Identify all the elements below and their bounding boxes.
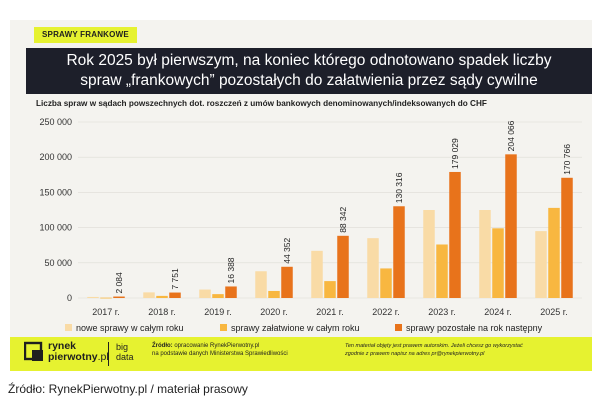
logo-line-2: pierwotny xyxy=(48,351,98,363)
data-label: 130 316 xyxy=(394,172,404,203)
x-tick-label: 2018 r. xyxy=(148,307,176,317)
data-label: 204 066 xyxy=(506,120,516,151)
x-tick-label: 2024 r. xyxy=(484,307,512,317)
x-tick-label: 2021 r. xyxy=(316,307,344,317)
bar-chart: 0 50 000 100 000 150 000 200 000 250 000 2 084… xyxy=(39,117,582,333)
y-tick-label: 0 xyxy=(67,293,72,303)
bar-remaining xyxy=(337,235,349,298)
legend-label: nowe sprawy w całym roku xyxy=(76,323,184,333)
bar-new xyxy=(535,231,547,298)
data-label: 7 751 xyxy=(170,268,180,290)
x-tick-label: 2020 r. xyxy=(260,307,288,317)
bar-remaining xyxy=(393,206,405,298)
bar-remaining xyxy=(169,292,181,298)
footer-bar xyxy=(10,337,592,371)
category-tag: SPRAWY FRANKOWE xyxy=(34,27,137,43)
bar-remaining xyxy=(505,154,517,298)
chart-title: Liczba spraw w sądach powszechnych dot. … xyxy=(36,99,487,108)
bar-remaining xyxy=(561,177,573,298)
legend-label: sprawy pozostałe na rok następny xyxy=(406,323,543,333)
bar-new xyxy=(423,210,435,298)
data-label: 170 766 xyxy=(562,144,572,175)
bar-done xyxy=(380,268,392,298)
legend-swatch xyxy=(395,324,402,331)
copyright-note-2: zgodnie z prawem napisz na adres pr@ryne… xyxy=(345,351,485,357)
data-label: 16 388 xyxy=(226,257,236,283)
source-line-2: na podstawie danych Ministerstwa Sprawie… xyxy=(152,351,288,357)
data-label: 2 084 xyxy=(114,272,124,294)
y-tick-label: 200 000 xyxy=(39,152,72,162)
footer-divider xyxy=(108,342,109,366)
bar-new xyxy=(311,250,323,298)
y-tick-label: 50 000 xyxy=(44,258,72,268)
legend-swatch xyxy=(65,324,72,331)
image-caption: Źródło: RynekPierwotny.pl / materiał pra… xyxy=(8,382,248,396)
bar-done xyxy=(100,297,112,299)
bigdata-label-1: big xyxy=(116,342,129,352)
bar-remaining xyxy=(225,286,237,298)
bar-new xyxy=(479,210,491,298)
bar-remaining xyxy=(113,296,125,298)
x-tick-label: 2017 r. xyxy=(92,307,120,317)
bar-new xyxy=(87,296,99,298)
x-tick-label: 2023 r. xyxy=(428,307,456,317)
data-label: 88 342 xyxy=(338,207,348,233)
headline-line-1: Rok 2025 był pierwszym, na koniec któreg… xyxy=(66,52,552,69)
bar-done xyxy=(324,281,336,298)
bar-remaining xyxy=(281,266,293,298)
headline-line-2: spraw „frankowych” pozostałych do załatw… xyxy=(80,72,538,89)
copyright-note-1: Ten materiał objęty jest prawem autorski… xyxy=(345,343,523,349)
data-label: 44 352 xyxy=(282,238,292,264)
bar-new xyxy=(199,289,211,298)
y-tick-label: 150 000 xyxy=(39,187,72,197)
x-tick-label: 2022 r. xyxy=(372,307,400,317)
y-tick-label: 250 000 xyxy=(39,117,72,127)
x-tick-label: 2025 r. xyxy=(540,307,568,317)
logo-line-1: rynek xyxy=(48,340,77,352)
bar-done xyxy=(436,244,448,298)
legend-label: sprawy załatwione w całym roku xyxy=(231,323,360,333)
headline: Rok 2025 był pierwszym, na koniec któreg… xyxy=(26,48,592,94)
bigdata-label-2: data xyxy=(116,352,134,362)
bar-new xyxy=(367,238,379,298)
bar-new xyxy=(255,271,267,298)
source-label: Źródło: xyxy=(152,343,173,349)
x-tick-label: 2019 r. xyxy=(204,307,232,317)
bar-new xyxy=(143,292,155,298)
legend-swatch xyxy=(220,324,227,331)
bar-done xyxy=(212,294,224,298)
logo-mark-icon xyxy=(24,341,43,361)
bar-done xyxy=(492,228,504,298)
source-line-1: opracowanie RynekPierwotny.pl xyxy=(172,343,260,349)
bar-done xyxy=(548,207,560,298)
data-label: 179 029 xyxy=(450,138,460,169)
bar-done xyxy=(156,295,168,298)
y-tick-label: 100 000 xyxy=(39,223,72,233)
bar-remaining xyxy=(449,171,461,298)
logo-suffix: .pl xyxy=(97,351,109,363)
bar-done xyxy=(268,290,280,298)
